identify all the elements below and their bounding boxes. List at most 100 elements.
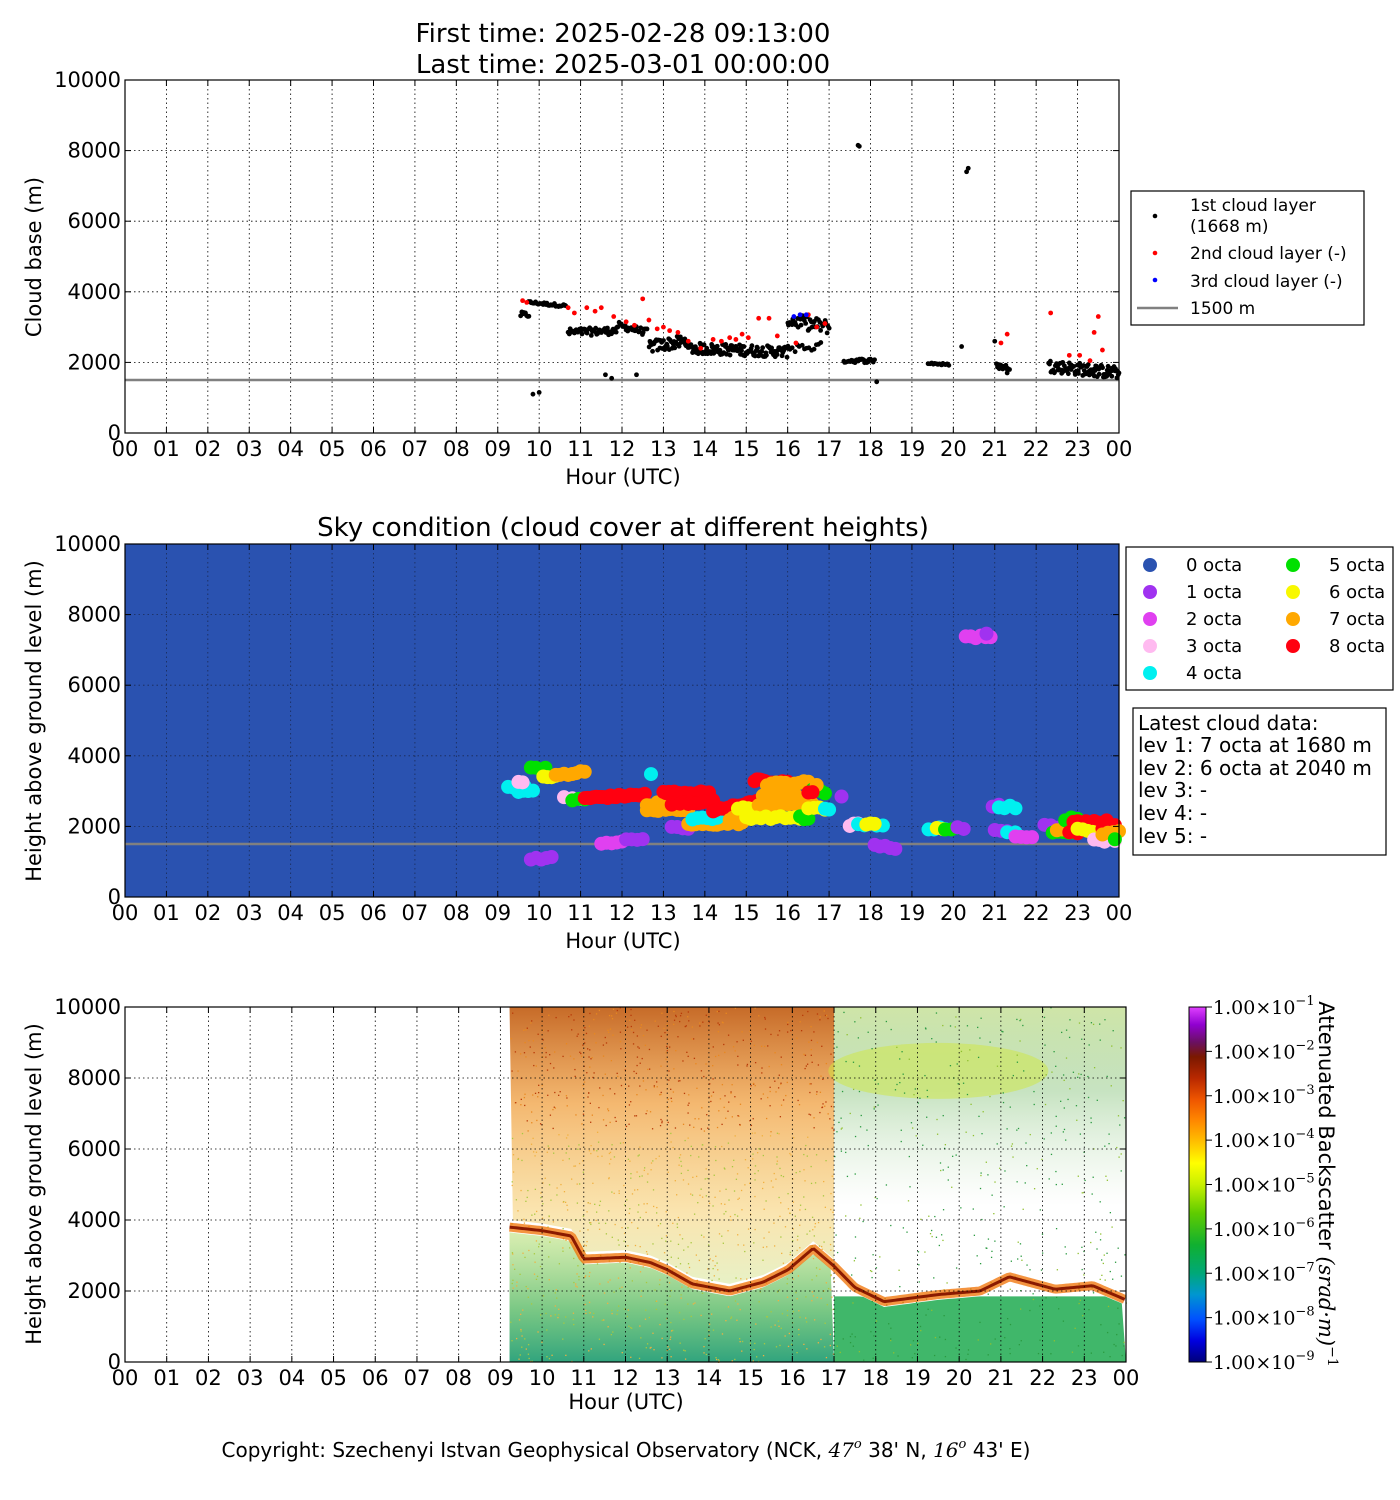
backscatter-speckle (776, 1163, 778, 1165)
backscatter-speckle (537, 1096, 539, 1098)
backscatter-speckle (511, 1181, 513, 1183)
backscatter-speckle (547, 1030, 549, 1032)
backscatter-speckle (531, 1020, 533, 1022)
backscatter-speckle (851, 1333, 853, 1335)
backscatter-speckle (977, 1339, 979, 1341)
backscatter-speckle (743, 1244, 745, 1246)
backscatter-speckle (652, 1189, 655, 1191)
backscatter-speckle (613, 1192, 615, 1195)
backscatter-speckle (640, 1024, 643, 1026)
backscatter-speckle (816, 1013, 819, 1015)
backscatter-speckle (815, 1093, 818, 1095)
backscatter-speckle (912, 1340, 915, 1342)
backscatter-speckle (583, 1081, 586, 1083)
layer2-point (793, 340, 799, 346)
backscatter-speckle (849, 1112, 851, 1115)
backscatter-speckle (799, 1247, 801, 1249)
backscatter-speckle (1081, 1038, 1083, 1040)
octa-1-point (956, 821, 971, 836)
backscatter-speckle (845, 1151, 847, 1154)
backscatter-speckle (981, 1133, 983, 1135)
backscatter-speckle (639, 1271, 642, 1273)
backscatter-speckle (784, 1226, 787, 1228)
backscatter-speckle (731, 1084, 733, 1086)
colorbar-tick-exponent: −7 (1295, 1260, 1314, 1275)
x-tick-label: 17 (821, 1366, 848, 1390)
y-tick-label: 10000 (54, 532, 121, 556)
backscatter-speckle (578, 1183, 581, 1185)
backscatter-speckle (1117, 1115, 1120, 1117)
backscatter-speckle (718, 1233, 721, 1235)
backscatter-speckle (779, 1344, 781, 1347)
backscatter-speckle (780, 1064, 783, 1066)
backscatter-speckle (824, 1206, 827, 1208)
backscatter-speckle (1118, 1323, 1120, 1325)
octa-1-point (635, 832, 650, 847)
backscatter-speckle (769, 1135, 772, 1137)
layer1-point (1100, 365, 1105, 371)
backscatter-speckle (510, 1038, 512, 1040)
backscatter-speckle (758, 1148, 760, 1150)
backscatter-speckle (1072, 1071, 1075, 1073)
backscatter-speckle (842, 1338, 844, 1340)
backscatter-speckle (1088, 1044, 1090, 1046)
backscatter-speckle (942, 1239, 944, 1242)
backscatter-speckle (1016, 1054, 1018, 1056)
backscatter-speckle (723, 1213, 725, 1215)
colorbar-tick-exponent: −5 (1295, 1172, 1314, 1187)
colorbar-tick-exponent: −9 (1295, 1349, 1314, 1364)
backscatter-speckle (1111, 1045, 1113, 1047)
backscatter-speckle (1116, 1333, 1118, 1336)
backscatter-speckle (914, 1088, 916, 1090)
backscatter-speckle (533, 1064, 535, 1067)
backscatter-speckle (752, 1118, 754, 1120)
colorbar-tick-label: 1.00×10−4 (1213, 1127, 1315, 1152)
backscatter-speckle (658, 1283, 661, 1286)
backscatter-speckle (627, 1309, 629, 1311)
backscatter-speckle (578, 1276, 580, 1278)
colorbar-tick-exponent: −4 (1295, 1127, 1314, 1142)
backscatter-speckle (525, 1029, 527, 1031)
backscatter-speckle (760, 1098, 762, 1100)
backscatter-speckle (1061, 1183, 1063, 1185)
layer2-point (1077, 352, 1083, 358)
backscatter-speckle (535, 1065, 537, 1067)
layer1-point (965, 165, 971, 171)
backscatter-speckle (684, 1350, 686, 1352)
backscatter-speckle (762, 1246, 764, 1248)
backscatter-speckle (700, 1314, 702, 1317)
backscatter-speckle (993, 1213, 995, 1215)
backscatter-speckle (534, 1155, 536, 1157)
colorbar-tick-label: 1.00×10−6 (1213, 1216, 1315, 1241)
backscatter-speckle (849, 1341, 852, 1344)
backscatter-speckle (615, 1012, 618, 1014)
backscatter-speckle (907, 1200, 910, 1202)
backscatter-speckle (700, 1128, 703, 1130)
x-tick-label: 15 (733, 901, 760, 925)
backscatter-speckle (739, 1308, 741, 1311)
backscatter-speckle (872, 1357, 874, 1359)
backscatter-speckle (1071, 1351, 1074, 1353)
backscatter-speckle (854, 1173, 856, 1175)
backscatter-speckle (786, 1278, 789, 1280)
backscatter-speckle (592, 1182, 594, 1184)
backscatter-speckle (811, 1061, 813, 1063)
backscatter-speckle (718, 1010, 720, 1013)
y-tick-label: 6000 (68, 1137, 121, 1161)
layer1-point (769, 345, 775, 351)
backscatter-speckle (960, 1207, 962, 1209)
backscatter-speckle (627, 1227, 629, 1229)
backscatter-speckle (1022, 1208, 1024, 1210)
backscatter-speckle (873, 1108, 875, 1110)
backscatter-speckle (1090, 1121, 1092, 1124)
backscatter-speckle (678, 1157, 681, 1159)
backscatter-speckle (586, 1240, 588, 1243)
backscatter-speckle (994, 1240, 996, 1242)
backscatter-speckle (533, 1253, 536, 1255)
backscatter-speckle (619, 1007, 621, 1009)
backscatter-speckle (1104, 1279, 1106, 1281)
backscatter-speckle (735, 1277, 737, 1279)
backscatter-speckle (1041, 1233, 1044, 1235)
backscatter-speckle (542, 1029, 544, 1032)
backscatter-speckle (893, 1352, 895, 1354)
